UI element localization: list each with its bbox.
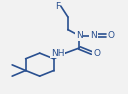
- Text: NH: NH: [51, 49, 64, 58]
- Text: N: N: [76, 31, 83, 40]
- Text: F: F: [55, 2, 60, 11]
- Text: O: O: [107, 31, 114, 40]
- Text: O: O: [93, 49, 100, 58]
- Text: N: N: [90, 31, 97, 40]
